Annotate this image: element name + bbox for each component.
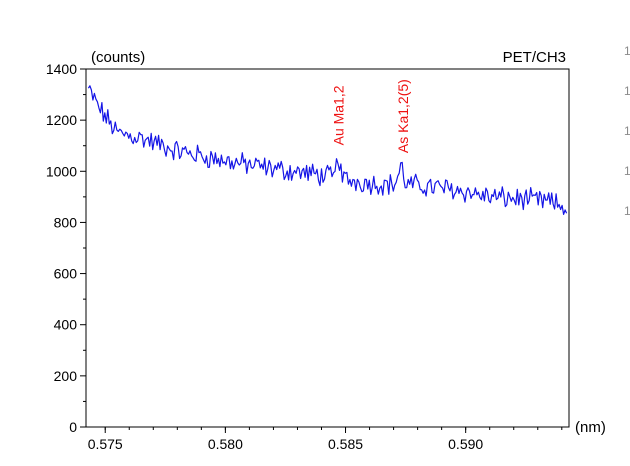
peak-annotation: Au Ma1,2 bbox=[330, 85, 346, 145]
chart-title: PET/CH3 bbox=[503, 49, 566, 66]
x-tick-label: 0.580 bbox=[208, 436, 243, 452]
side-mark: 1 bbox=[624, 84, 630, 98]
y-tick-label: 800 bbox=[54, 214, 78, 230]
x-tick-label: 0.575 bbox=[88, 436, 123, 452]
side-mark: 1 bbox=[624, 204, 630, 218]
plot-area bbox=[85, 68, 570, 428]
y-tick-label: 600 bbox=[54, 266, 78, 282]
spectrum-line bbox=[87, 85, 568, 215]
y-tick-label: 1400 bbox=[46, 61, 77, 77]
y-tick-label: 400 bbox=[54, 317, 78, 333]
y-axis-label: (counts) bbox=[91, 49, 145, 66]
side-mark: 1 bbox=[624, 44, 630, 58]
y-tick-label: 200 bbox=[54, 368, 78, 384]
y-tick-label: 1200 bbox=[46, 112, 77, 128]
y-tick-label: 1000 bbox=[46, 163, 77, 179]
x-tick-label: 0.590 bbox=[448, 436, 483, 452]
x-tick-label: 0.585 bbox=[328, 436, 363, 452]
side-mark: 1 bbox=[624, 164, 630, 178]
side-mark: 1 bbox=[624, 124, 630, 138]
x-axis-label: (nm) bbox=[575, 419, 606, 436]
y-tick-label: 0 bbox=[69, 419, 77, 435]
peak-annotation: As Ka1,2(5) bbox=[395, 79, 411, 153]
